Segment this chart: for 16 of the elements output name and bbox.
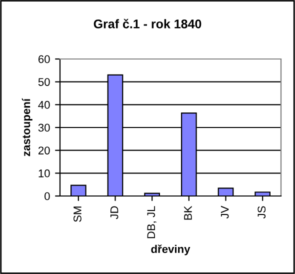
y-tick-label: 0 [44,192,50,200]
y-tick-label: 10 [38,169,50,178]
x-tick-label: JS [258,206,266,219]
x-tick-label: JD [110,206,118,220]
x-tick-label: BK [184,206,192,220]
y-tick-label: 50 [38,78,50,86]
y-tick-label: 40 [38,100,50,109]
x-axis-title: dřeviny [151,244,190,256]
x-tick-label: JV [220,206,229,219]
y-tick-label: 60 [38,55,50,64]
x-tick-label: SM [74,206,82,222]
x-tick-label: DB, JL [147,206,156,238]
y-axis-title: zastoupení [22,98,32,156]
y-tick-label: 20 [38,146,50,154]
y-tick-label: 30 [38,124,50,132]
chart-title: Graf č.1 - rok 1840 [94,18,202,28]
